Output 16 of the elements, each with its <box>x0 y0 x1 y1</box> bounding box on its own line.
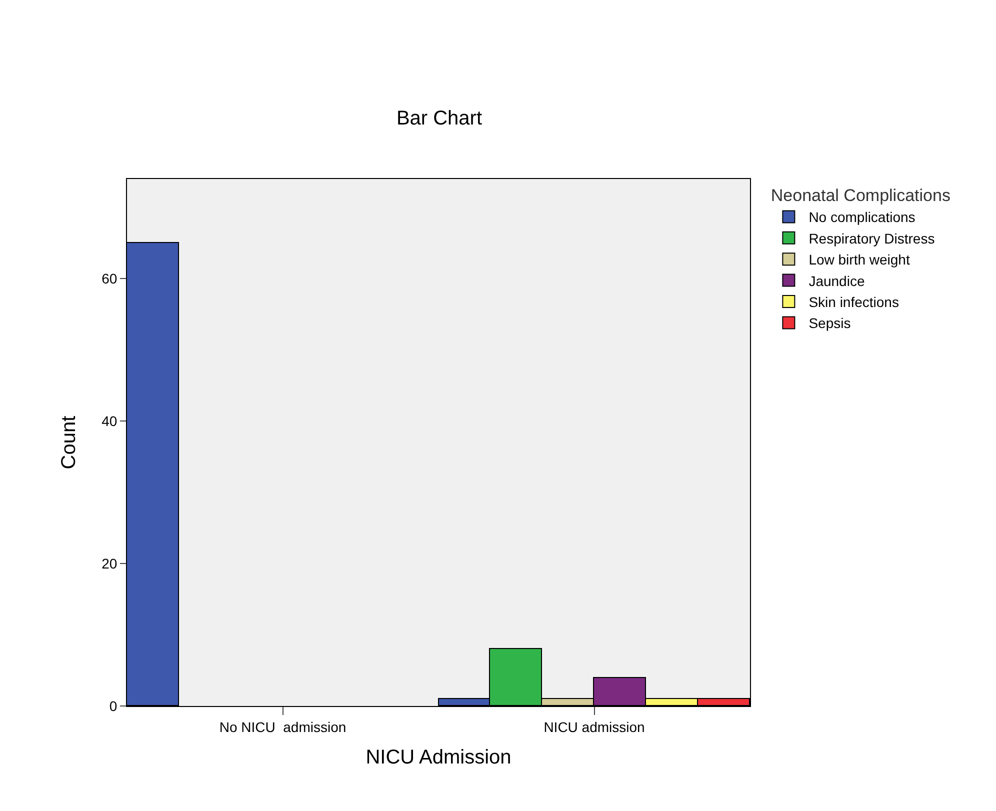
y-tick-label: 60 <box>102 270 118 287</box>
x-axis-title: NICU Admission <box>366 746 512 768</box>
legend-label: No complications <box>808 209 916 226</box>
y-tick-label: 0 <box>109 698 118 714</box>
x-tick-label: No NICU admission <box>219 718 346 735</box>
y-tick-label: 40 <box>102 413 118 430</box>
y-tick-label: 20 <box>102 555 118 572</box>
legend-label: Jaundice <box>808 272 865 289</box>
legend-label: Low birth weight <box>808 252 910 268</box>
y-axis-title: Count <box>58 415 80 470</box>
chart-title: Bar Chart <box>396 108 482 130</box>
legend-title: Neonatal Complications <box>770 186 950 206</box>
legend-label: Skin infections <box>808 294 899 310</box>
legend-label: Sepsis <box>808 315 851 332</box>
x-tick-label: NICU admission <box>544 718 645 735</box>
legend-label: Respiratory Distress <box>808 230 935 246</box>
